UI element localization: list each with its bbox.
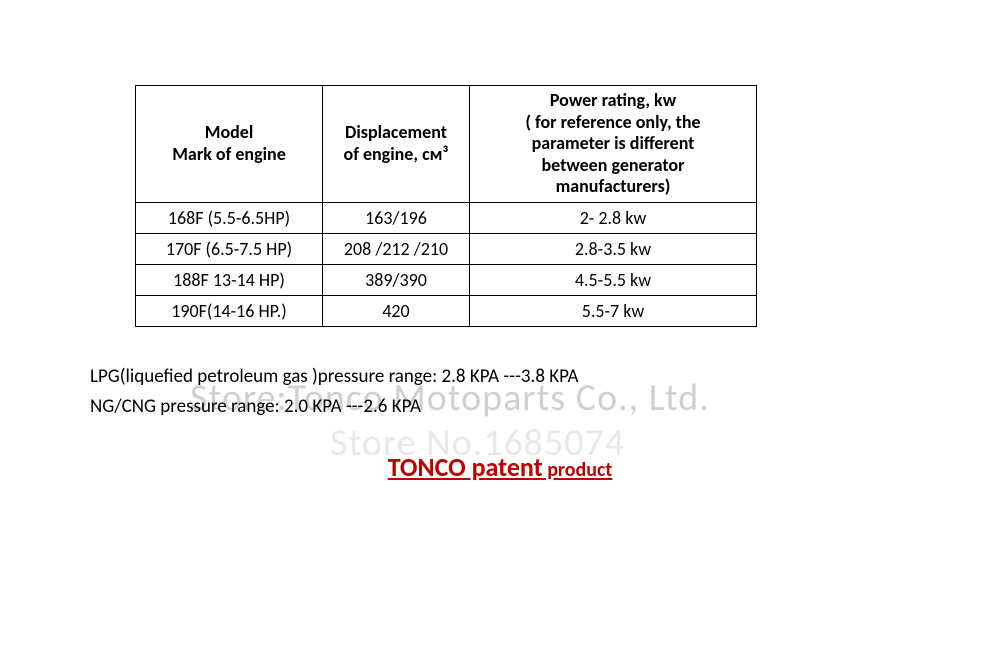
cell-power: 2.8-3.5 kw xyxy=(470,233,757,264)
cell-model: 190F(14-16 HP.) xyxy=(136,295,323,326)
pressure-notes: LPG(liquefied petroleum gas )pressure ra… xyxy=(90,362,1000,423)
cell-disp: 163/196 xyxy=(323,202,470,233)
cell-power: 5.5-7 kw xyxy=(470,295,757,326)
spec-table: Model Mark of engine Displacement of eng… xyxy=(135,85,757,327)
cell-disp: 389/390 xyxy=(323,264,470,295)
header-model: Model Mark of engine xyxy=(136,86,323,203)
cell-power: 2- 2.8 kw xyxy=(470,202,757,233)
header-power-l3: parameter is different xyxy=(532,132,695,154)
header-disp-l2: of engine, см³ xyxy=(344,143,449,165)
cell-model: 168F (5.5-6.5HP) xyxy=(136,202,323,233)
table-row: 188F 13-14 HP) 389/390 4.5-5.5 kw xyxy=(136,264,757,295)
table-row: 168F (5.5-6.5HP) 163/196 2- 2.8 kw xyxy=(136,202,757,233)
note-cng: NG/CNG pressure range: 2.0 KPA ---2.6 KP… xyxy=(90,392,1000,422)
cell-power: 4.5-5.5 kw xyxy=(470,264,757,295)
header-power-l4: between generator xyxy=(542,154,685,176)
cell-model: 188F 13-14 HP) xyxy=(136,264,323,295)
header-model-l1: Model xyxy=(205,121,254,143)
patent-label: TONCO patent product xyxy=(0,451,1000,483)
table-row: 190F(14-16 HP.) 420 5.5-7 kw xyxy=(136,295,757,326)
cell-disp: 420 xyxy=(323,295,470,326)
table-row: 170F (6.5-7.5 HP) 208 /212 /210 2.8-3.5 … xyxy=(136,233,757,264)
header-displacement: Displacement of engine, см³ xyxy=(323,86,470,203)
cell-disp: 208 /212 /210 xyxy=(323,233,470,264)
header-model-l2: Mark of engine xyxy=(172,143,286,165)
header-disp-l1: Displacement xyxy=(345,121,447,143)
header-power-l2: ( for reference only, the xyxy=(525,111,700,133)
header-power-l5: manufacturers) xyxy=(556,175,671,197)
patent-suffix: product xyxy=(543,458,613,482)
header-power-l1: Power rating, kw xyxy=(550,89,676,111)
table-header-row: Model Mark of engine Displacement of eng… xyxy=(136,86,757,203)
patent-main: TONCO patent xyxy=(388,451,543,483)
main-content: Model Mark of engine Displacement of eng… xyxy=(0,85,1000,483)
header-power: Power rating, kw ( for reference only, t… xyxy=(470,86,757,203)
cell-model: 170F (6.5-7.5 HP) xyxy=(136,233,323,264)
note-lpg: LPG(liquefied petroleum gas )pressure ra… xyxy=(90,362,1000,392)
